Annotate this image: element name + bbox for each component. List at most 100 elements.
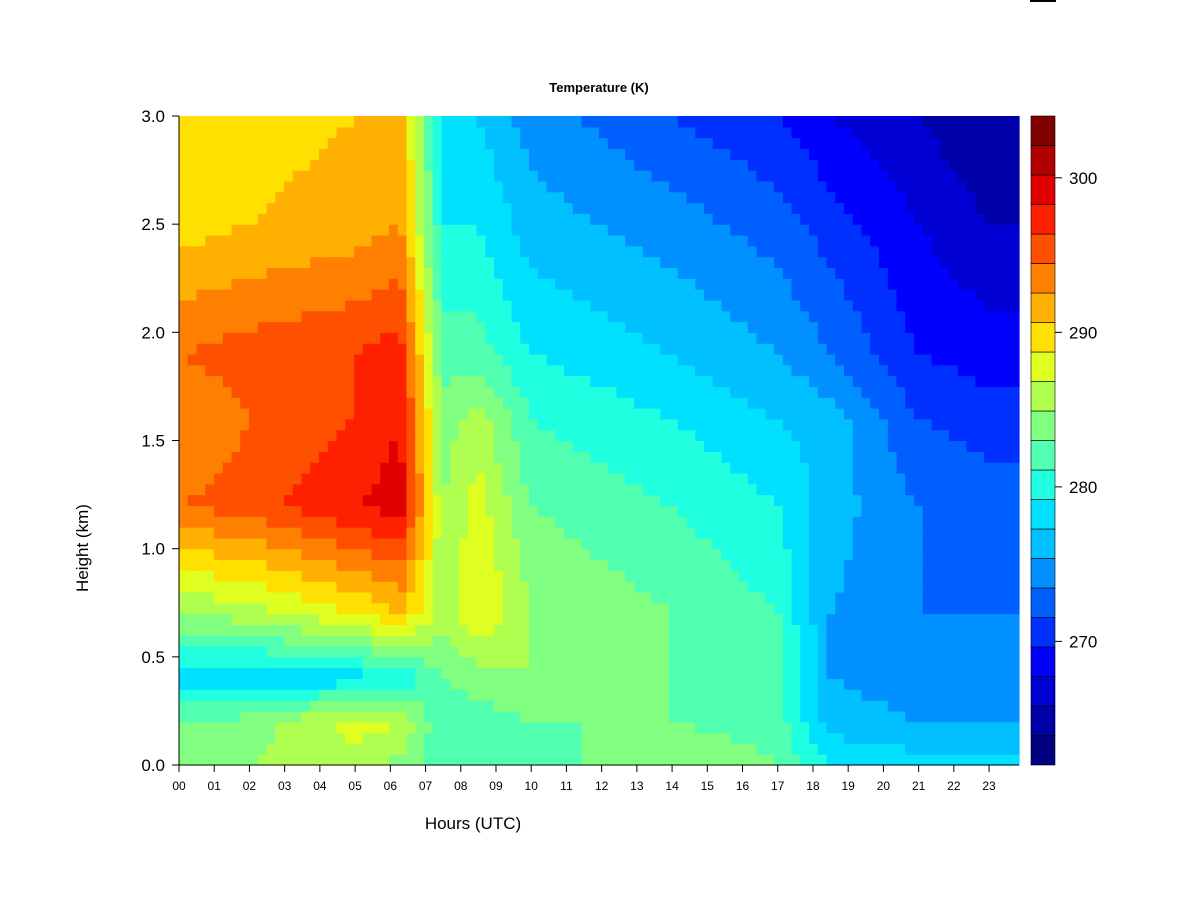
heatmap-cell (179, 440, 189, 452)
heatmap-cell (747, 721, 758, 734)
heatmap-cell (327, 602, 338, 615)
heatmap-cell (677, 408, 688, 420)
heatmap-cell (861, 180, 871, 193)
heatmap-cell (389, 224, 399, 236)
heatmap-cell (651, 159, 661, 171)
heatmap-cell (310, 635, 320, 647)
heatmap-cell (266, 602, 276, 615)
heatmap-cell (529, 170, 539, 182)
heatmap-cell (502, 170, 513, 182)
heatmap-cell (782, 148, 793, 160)
heatmap-cell (319, 537, 329, 550)
heatmap-cell (301, 754, 311, 766)
heatmap-cell (546, 256, 556, 269)
heatmap-cell (187, 689, 198, 701)
heatmap-cell (721, 256, 731, 269)
heatmap-cell (581, 494, 591, 506)
heatmap-cell (747, 689, 758, 701)
heatmap-cell (205, 126, 215, 139)
heatmap-cell (205, 310, 215, 323)
heatmap-cell (809, 289, 819, 301)
heatmap-cell (835, 624, 845, 636)
heatmap-cell (292, 602, 303, 615)
heatmap-cell (721, 689, 731, 701)
heatmap-cell (651, 505, 661, 517)
heatmap-cell (835, 494, 845, 506)
heatmap-cell (502, 234, 513, 247)
heatmap-cell (214, 386, 224, 398)
heatmap-cell (511, 191, 521, 204)
heatmap-cell (231, 267, 241, 279)
heatmap-cell (432, 624, 443, 636)
heatmap-cell (310, 234, 320, 247)
heatmap-cell (660, 472, 670, 485)
heatmap-cell (537, 537, 548, 550)
heatmap-cell (844, 343, 854, 355)
heatmap-cell (861, 375, 871, 388)
heatmap-cell (371, 256, 381, 269)
heatmap-cell (695, 202, 705, 214)
heatmap-cell (607, 667, 618, 680)
heatmap-cell (879, 343, 889, 355)
heatmap-cell (345, 689, 355, 701)
heatmap-cell (415, 602, 425, 615)
heatmap-cell (179, 548, 189, 561)
heatmap-cell (249, 180, 259, 193)
heatmap-cell (292, 656, 303, 669)
heatmap-cell (345, 548, 355, 561)
heatmap-cell (607, 321, 618, 333)
heatmap-cell (319, 505, 329, 517)
heatmap-cell (634, 754, 644, 766)
heatmap-cell (730, 386, 740, 398)
heatmap-cell (467, 689, 478, 701)
heatmap-cell (651, 321, 661, 333)
heatmap-cell (791, 516, 801, 528)
heatmap-cell (485, 462, 495, 474)
heatmap-cell (485, 678, 495, 690)
heatmap-cell (494, 624, 504, 636)
heatmap-cell (712, 754, 723, 766)
heatmap-cell (389, 570, 399, 582)
heatmap-cell (476, 527, 486, 539)
heatmap-cell (397, 483, 408, 496)
heatmap-cell (502, 332, 513, 344)
heatmap-cell (266, 440, 276, 452)
heatmap-cell (677, 548, 688, 561)
heatmap-cell (196, 483, 206, 496)
heatmap-cell (240, 505, 250, 517)
heatmap-cell (520, 581, 530, 593)
heatmap-cell (459, 299, 469, 312)
heatmap-cell (546, 537, 556, 550)
heatmap-cell (590, 700, 600, 712)
heatmap-cell (581, 310, 591, 323)
heatmap-cell (432, 516, 443, 528)
heatmap-cell (695, 170, 705, 182)
heatmap-cell (301, 743, 311, 755)
heatmap-cell (511, 732, 521, 744)
heatmap-cell (511, 364, 521, 377)
heatmap-cell (747, 245, 758, 258)
heatmap-cell (730, 570, 740, 582)
heatmap-cell (642, 364, 653, 377)
heatmap-cell (782, 180, 793, 193)
heatmap-cell (266, 256, 276, 269)
heatmap-cell (380, 126, 390, 139)
heatmap-cell (511, 624, 521, 636)
heatmap-cell (879, 332, 889, 344)
heatmap-cell (651, 408, 661, 420)
heatmap-cell (721, 159, 731, 171)
heatmap-cell (809, 256, 819, 269)
heatmap-cell (301, 321, 311, 333)
heatmap-cell (415, 267, 425, 279)
heatmap-cell (686, 700, 696, 712)
heatmap-cell (590, 148, 600, 160)
heatmap-cell (310, 245, 320, 258)
heatmap-cell (730, 116, 740, 128)
heatmap-cell (800, 440, 810, 452)
heatmap-cell (677, 689, 688, 701)
heatmap-cell (301, 570, 311, 582)
heatmap-cell (467, 743, 478, 755)
heatmap-cell (572, 754, 583, 766)
heatmap-cell (616, 170, 626, 182)
heatmap-cell (861, 256, 871, 269)
